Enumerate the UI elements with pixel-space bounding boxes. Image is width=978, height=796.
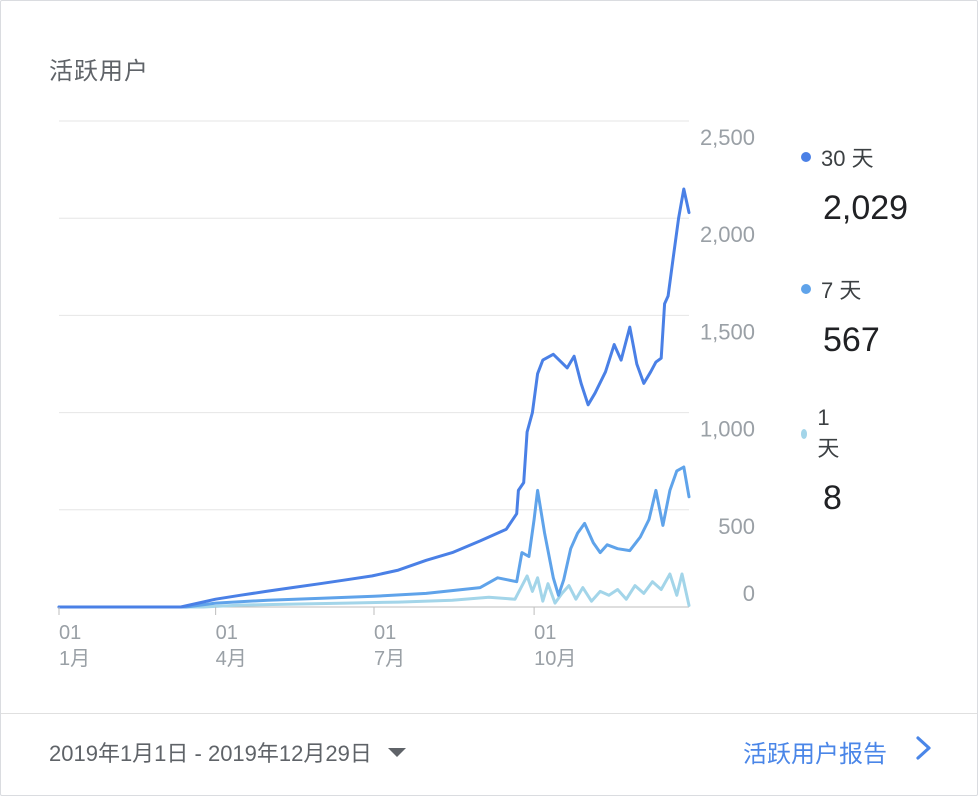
series-line [57, 465, 691, 609]
y-tick-label: 0 [743, 581, 755, 606]
chart-grid [59, 120, 689, 608]
legend-label: 1 天 [817, 405, 840, 461]
legend-dot-icon [801, 284, 811, 294]
active-users-chart: 0 500 1,000 1,500 2,000 2,500 01 1月 01 4月 01 7月 01 1… [57, 120, 755, 670]
x-axis-ticks: 01 1月 01 4月 01 7月 01 10月 [58, 607, 576, 670]
x-tick-day: 01 [216, 622, 238, 644]
chevron-right-icon [915, 735, 933, 768]
active-users-report-link[interactable]: 活跃用户报告 [743, 734, 933, 769]
caret-down-icon [387, 747, 406, 757]
chart-series [57, 187, 691, 609]
x-tick-month: 1月 [59, 648, 90, 670]
legend-value: 2,029 [823, 189, 909, 227]
legend-dot-icon [801, 429, 808, 439]
legend-row: 7 天 [801, 273, 880, 305]
legend-value: 567 [823, 321, 880, 359]
series-line [57, 572, 691, 609]
legend-label: 30 天 [821, 146, 874, 171]
legend-row: 1 天 [801, 405, 843, 463]
x-tick-month: 4月 [216, 648, 247, 670]
legend-dot-icon [801, 152, 811, 162]
card-title: 活跃用户 [49, 58, 149, 85]
date-range-selector[interactable]: 2019年1月1日 - 2019年12月29日 [49, 736, 406, 768]
report-link-label: 活跃用户报告 [743, 741, 887, 768]
legend-item: 30 天 2,029 [801, 141, 908, 228]
legend-item: 7 天 567 [801, 273, 880, 360]
x-tick-month: 10月 [534, 648, 576, 670]
legend-row: 30 天 [801, 141, 908, 173]
series-line [57, 187, 691, 609]
x-tick-day: 01 [374, 622, 396, 644]
card-footer: 2019年1月1日 - 2019年12月29日 活跃用户报告 [1, 713, 977, 796]
y-tick-label: 1,500 [700, 319, 755, 344]
y-tick-label: 2,000 [700, 222, 755, 247]
legend-label: 7 天 [821, 278, 862, 303]
x-tick-month: 7月 [374, 648, 405, 670]
date-range-label: 2019年1月1日 - 2019年12月29日 [49, 741, 372, 766]
y-axis-ticks: 0 500 1,000 1,500 2,000 2,500 [700, 125, 755, 606]
y-tick-label: 1,000 [700, 417, 755, 442]
y-tick-label: 2,500 [700, 125, 755, 150]
legend-value: 8 [823, 479, 842, 517]
x-tick-day: 01 [534, 622, 556, 644]
x-tick-day: 01 [59, 622, 81, 644]
y-tick-label: 500 [718, 514, 755, 539]
